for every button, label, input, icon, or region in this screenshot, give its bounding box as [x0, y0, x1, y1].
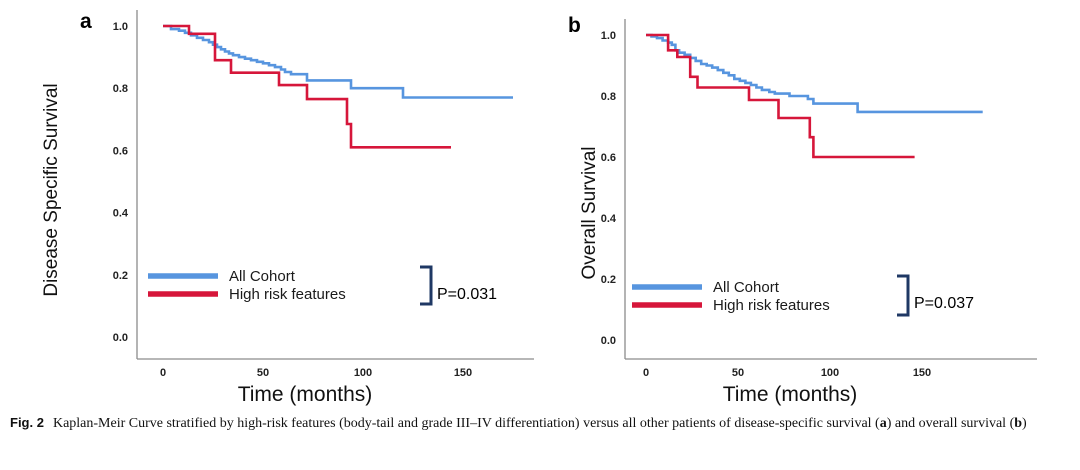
x-axis-title: Time (months): [723, 383, 858, 406]
y-tick-label: 0.6: [601, 152, 616, 164]
caption-panel-b-ref: b: [1014, 416, 1023, 431]
figure-caption: Fig. 2 Kaplan-Meir Curve stratified by hi…: [10, 413, 1072, 435]
legend-label-all-cohort: All Cohort: [713, 279, 780, 296]
x-tick-label: 50: [732, 367, 744, 379]
panel-label: b: [568, 14, 581, 37]
x-axis-title: Time (months): [238, 383, 373, 406]
x-tick-label: 0: [643, 367, 649, 379]
km-chart-overall-survival: 1.0 0.8 0.6 0.4 0.2 0.0 0 50 100 150 Time (months)…: [568, 14, 1037, 406]
x-tick-label: 0: [160, 367, 166, 379]
y-tick-label: 0.2: [601, 274, 616, 286]
curve-high-risk: [163, 24, 451, 149]
x-tick-label: 150: [454, 367, 472, 379]
y-tick-label: 0.8: [113, 83, 128, 95]
pvalue-label: P=0.037: [914, 295, 974, 312]
y-tick-label: 0.4: [113, 208, 129, 220]
y-axis-title: Overall Survival: [579, 146, 600, 279]
caption-panel-a-ref: a: [879, 416, 887, 431]
y-tick-label: 0.4: [601, 213, 617, 225]
caption-text-3: ): [1022, 416, 1027, 431]
curve-all-cohort: [163, 24, 513, 99]
x-tick-label: 100: [821, 367, 839, 379]
pvalue-bracket: [897, 274, 910, 317]
caption-fig-label: Fig. 2: [10, 415, 44, 430]
km-charts-row: 1.0 0.8 0.6 0.4 0.2 0.0 0 50 100 150 Time (months)…: [41, 10, 1037, 406]
y-tick-label: 1.0: [113, 21, 128, 33]
y-tick-label: 0.0: [113, 332, 128, 344]
caption-text-1: Kaplan-Meir Curve stratified by high-ris…: [52, 416, 880, 431]
x-tick-label: 150: [913, 367, 931, 379]
pvalue-label: P=0.031: [437, 286, 497, 303]
y-tick-label: 0.6: [113, 145, 128, 157]
legend-label-high-risk: High risk features: [229, 286, 346, 303]
y-tick-label: 0.0: [601, 335, 616, 347]
caption-text-2: ) and overall survival (: [886, 416, 1015, 431]
curve-high-risk: [646, 33, 915, 159]
y-tick-label: 0.8: [601, 91, 616, 103]
curve-all-cohort: [646, 33, 983, 114]
x-tick-label: 100: [354, 367, 372, 379]
y-axis-title: Disease Specific Survival: [41, 83, 62, 296]
legend-label-all-cohort: All Cohort: [229, 268, 296, 285]
y-tick-label: 0.2: [113, 270, 128, 282]
y-tick-label: 1.0: [601, 30, 616, 42]
legend-label-high-risk: High risk features: [713, 297, 830, 314]
x-tick-label: 50: [257, 367, 269, 379]
panel-label: a: [80, 10, 92, 33]
km-chart-disease-specific-survival: 1.0 0.8 0.6 0.4 0.2 0.0 0 50 100 150 Time (months)…: [41, 10, 534, 406]
pvalue-bracket: [420, 265, 433, 306]
